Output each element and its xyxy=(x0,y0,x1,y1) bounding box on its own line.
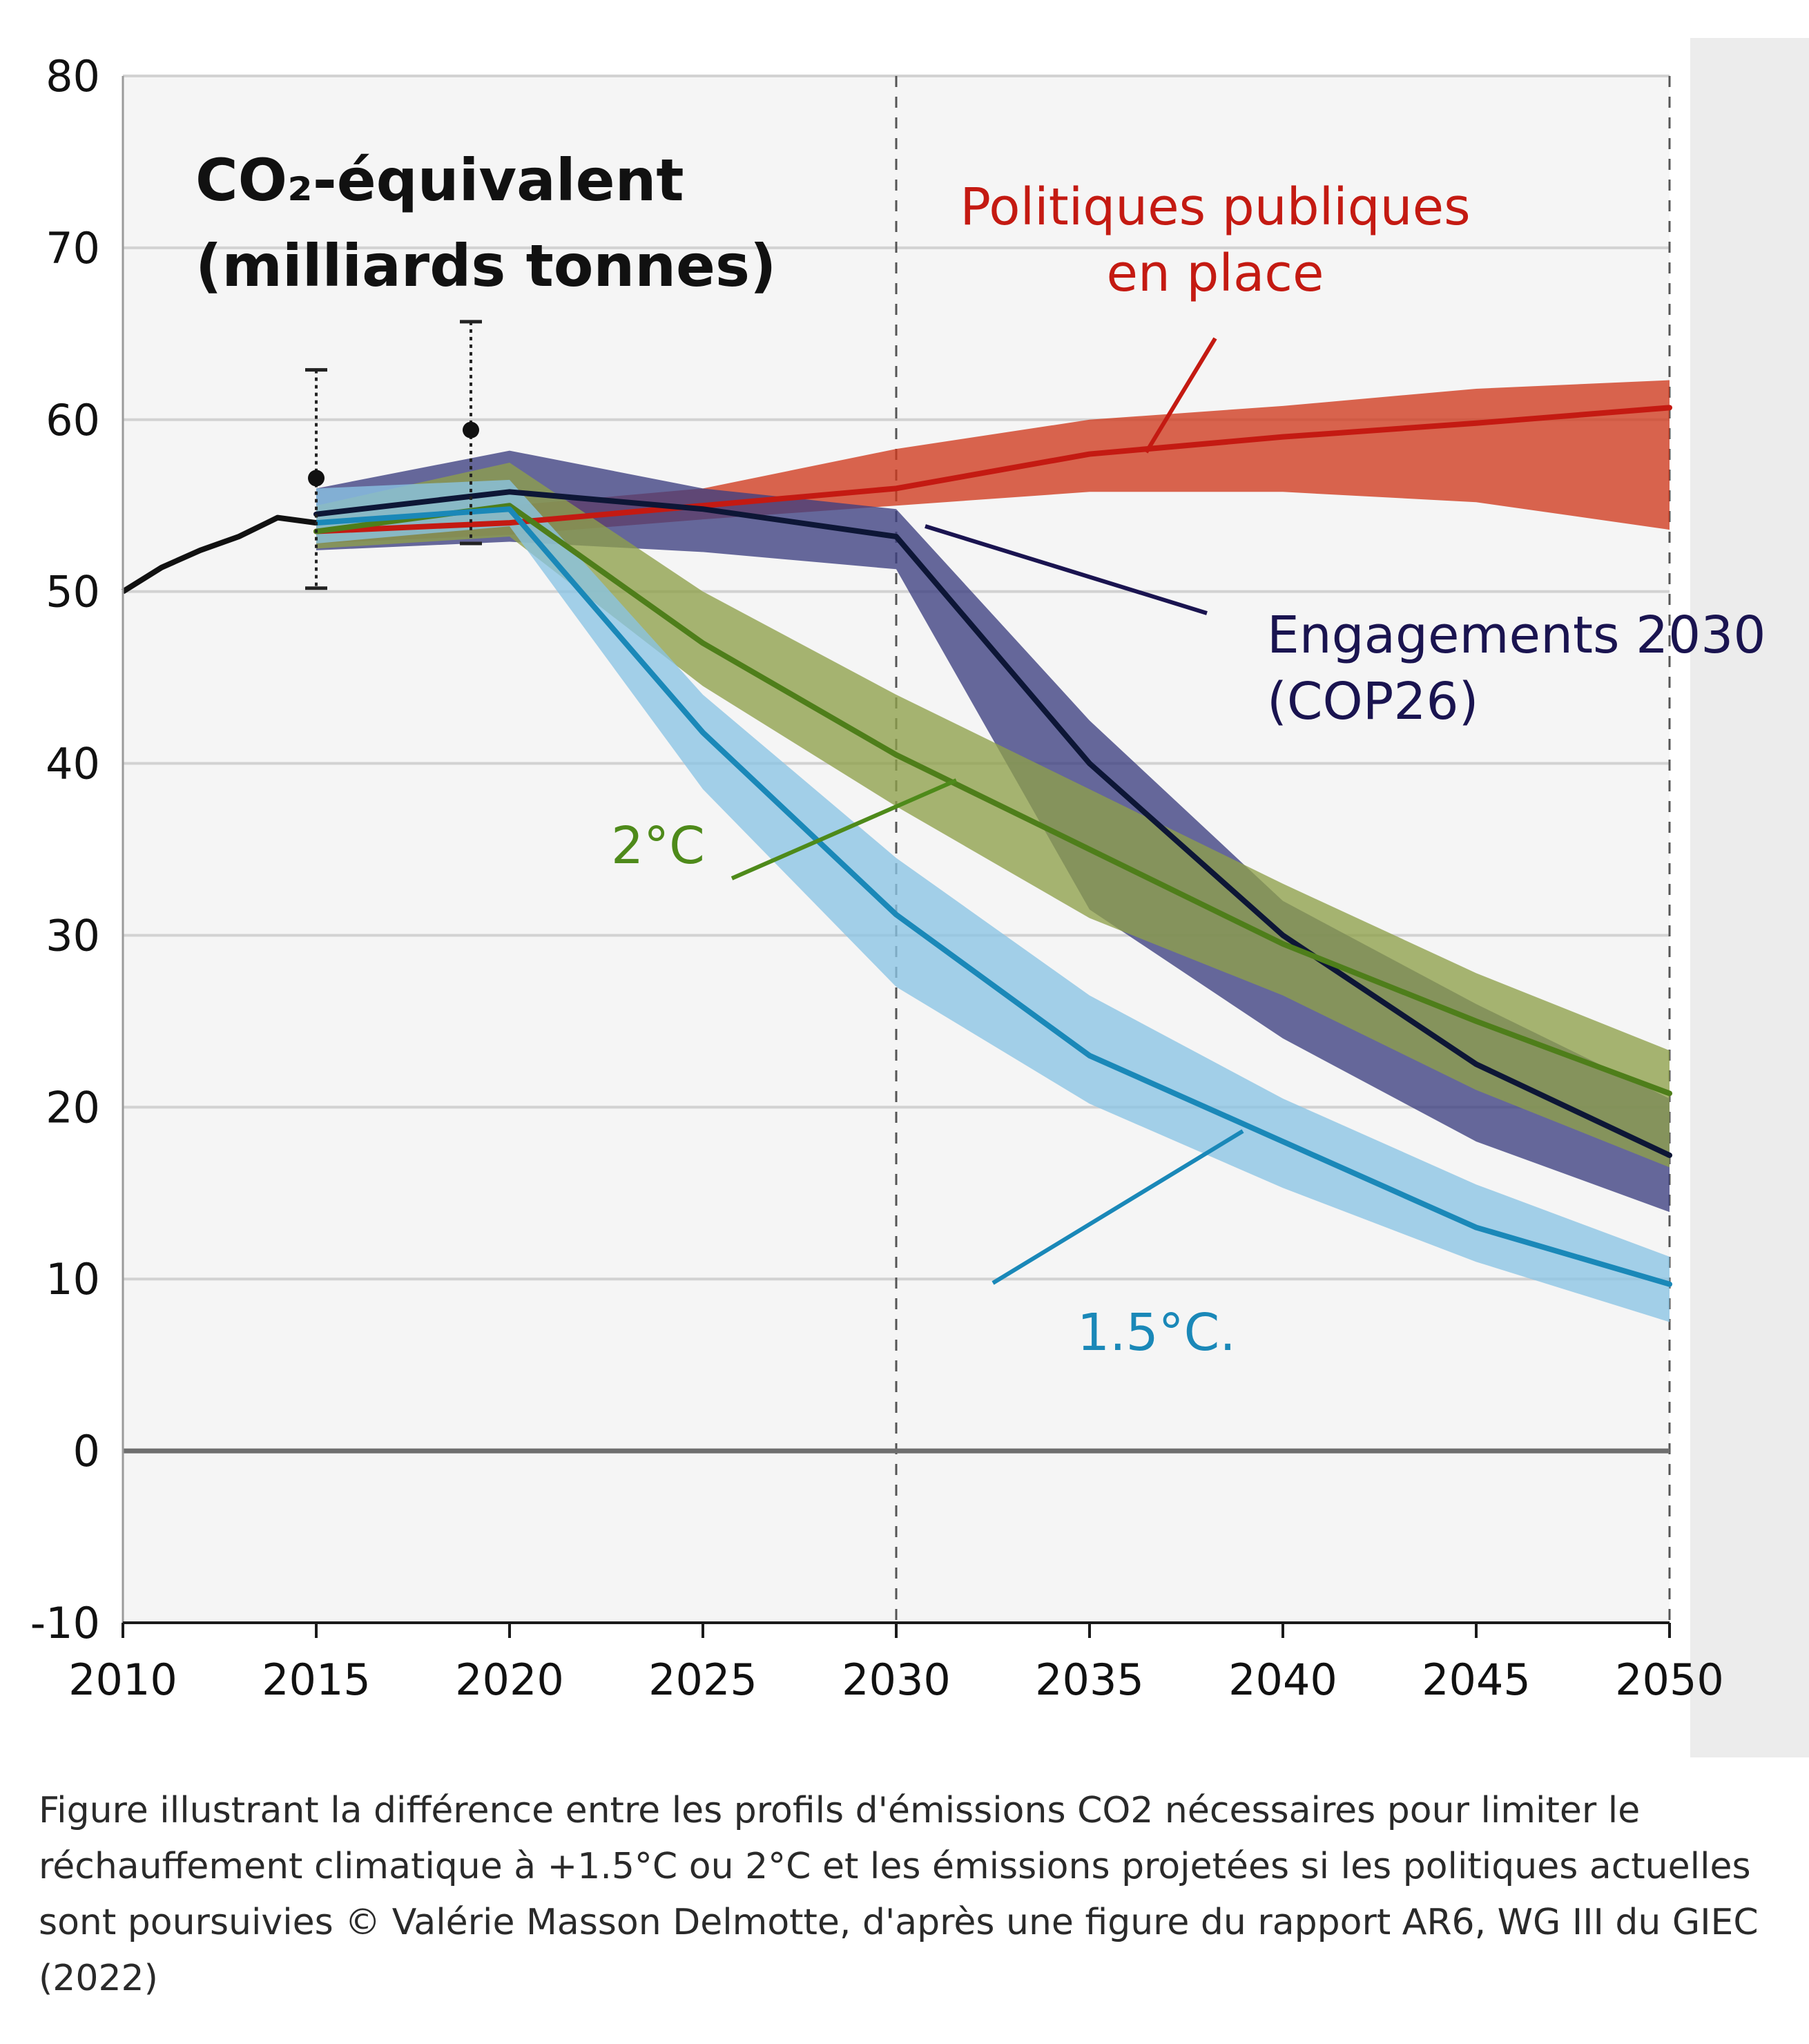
y-tick-label: 30 xyxy=(46,910,100,961)
y-tick-label: -10 xyxy=(30,1598,100,1648)
line-engagements-2030-cop26 xyxy=(313,489,1672,1159)
annotation-c2-line-1: 2°C xyxy=(611,816,705,876)
x-tick-label: 2010 xyxy=(68,1655,177,1705)
emissions-chart: Politiques publiques en place Engagements … xyxy=(30,38,1809,1757)
right-margin-panel xyxy=(1690,38,1809,1757)
leader-c2 xyxy=(731,778,958,880)
line-2-c xyxy=(313,503,1672,1097)
figure-caption: Figure illustrant la différence entre le… xyxy=(39,1790,1759,1999)
x-tick-label: 2025 xyxy=(648,1655,757,1705)
annotation-leaders xyxy=(731,337,1244,1285)
error-bar-2019 xyxy=(460,320,482,546)
annotation-eng-line-1: Engagements 2030 xyxy=(1267,606,1766,665)
x-tick-label: 2045 xyxy=(1422,1655,1531,1705)
x-tick-label: 2020 xyxy=(455,1655,564,1705)
x-tick-label: 2015 xyxy=(262,1655,371,1705)
historical-line xyxy=(121,514,317,595)
y-tick-label: 70 xyxy=(46,223,100,273)
annotation-eng-line-2: (COP26) xyxy=(1267,672,1478,731)
y-tick-label: 50 xyxy=(46,567,100,617)
y-tick-label: 40 xyxy=(46,739,100,789)
error-bar-point xyxy=(308,470,325,487)
leader-c15 xyxy=(991,1129,1244,1285)
series-lines xyxy=(313,405,1672,1287)
unit-title: CO₂-équivalent (milliards tonnes) xyxy=(195,146,776,300)
line-politiques-publiques-en-place xyxy=(313,405,1672,534)
line-1-5-c xyxy=(313,506,1672,1287)
leader-eng xyxy=(925,524,1208,615)
error-bar-point xyxy=(463,421,479,438)
y-tick-label: 60 xyxy=(46,395,100,445)
reference-lines xyxy=(895,76,1671,1623)
annotation-pol-line-2: en place xyxy=(1106,244,1324,303)
historical-emissions xyxy=(121,514,317,595)
annotations: Politiques publiques en place Engagements … xyxy=(611,177,1766,1362)
band-2-c xyxy=(316,463,1670,1168)
x-tick-label: 2050 xyxy=(1615,1655,1724,1705)
error-bar-2015 xyxy=(305,368,327,590)
x-tick-label: 2030 xyxy=(842,1655,951,1705)
annotation-pol-line-1: Politiques publiques xyxy=(960,177,1470,237)
band-engagements-2030-cop26 xyxy=(316,450,1670,1213)
y-tick-label: 80 xyxy=(46,51,100,102)
emissions-chart-svg: Politiques publiques en place Engagements … xyxy=(30,38,1809,1757)
error-bars xyxy=(305,320,482,590)
band-1-5-c xyxy=(316,479,1670,1322)
x-tick-label: 2035 xyxy=(1035,1655,1144,1705)
annotation-c15-line-1: 1.5°C. xyxy=(1077,1303,1236,1362)
x-tick-label: 2040 xyxy=(1228,1655,1337,1705)
leader-pol xyxy=(1144,337,1217,454)
y-tick-label: 20 xyxy=(46,1082,100,1132)
y-tick-label: 0 xyxy=(73,1426,100,1476)
unit-title-line-2: (milliards tonnes) xyxy=(195,232,776,300)
y-tick-label: 10 xyxy=(46,1254,100,1304)
unit-title-line-1: CO₂-équivalent xyxy=(195,146,684,214)
